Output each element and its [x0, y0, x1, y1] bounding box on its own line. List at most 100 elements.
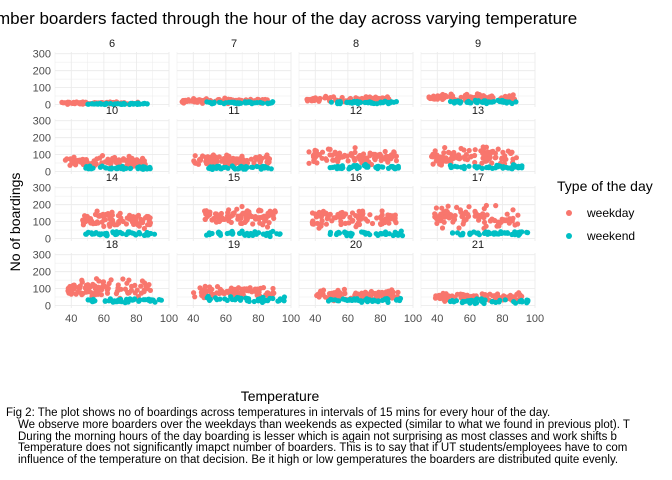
point-weekday: [342, 290, 348, 296]
point-weekend: [97, 164, 103, 170]
point-weekend: [224, 230, 230, 237]
point-weekday: [80, 217, 86, 223]
point-weekday: [123, 221, 129, 227]
point-weekend: [85, 297, 91, 303]
y-tick-label: 100: [33, 83, 51, 95]
point-weekday: [352, 149, 358, 155]
point-weekday: [311, 158, 317, 164]
point-weekday: [139, 220, 146, 226]
point-weekday: [138, 290, 144, 296]
point-weekday: [483, 158, 489, 164]
point-weekday: [73, 162, 79, 168]
point-weekday: [97, 212, 103, 218]
point-weekday: [256, 289, 262, 295]
point-weekday: [251, 160, 257, 166]
point-weekend: [348, 233, 354, 239]
point-weekday: [492, 155, 498, 161]
point-weekend: [334, 230, 340, 236]
point-weekday: [458, 94, 464, 100]
point-weekday: [147, 287, 153, 293]
point-weekend: [447, 98, 454, 105]
point-weekday: [342, 220, 348, 226]
facet-panel-16: 16: [298, 172, 414, 241]
point-weekend: [144, 166, 150, 172]
point-weekday: [72, 101, 78, 107]
point-weekday: [496, 223, 502, 229]
facet-strip-label: 11: [228, 105, 239, 117]
point-weekend: [83, 231, 89, 237]
point-weekday: [434, 220, 440, 226]
point-weekday: [493, 294, 499, 300]
caption-line: Temperature does not significantly imapc…: [18, 442, 628, 455]
point-weekend: [397, 297, 403, 304]
y-axis-label: No of boardings: [7, 173, 23, 272]
facet-strip-label: 21: [472, 239, 484, 251]
point-weekday: [323, 221, 329, 227]
point-weekday: [101, 223, 107, 229]
point-weekday: [75, 289, 81, 295]
point-weekend: [135, 164, 141, 171]
point-weekday: [435, 216, 441, 222]
point-weekday: [439, 95, 445, 101]
point-weekday: [430, 93, 437, 99]
point-weekday: [378, 157, 384, 164]
caption-line: We observe more boarders over the weekda…: [18, 418, 630, 431]
point-weekday: [331, 215, 337, 221]
facet-panel-12: 12: [298, 105, 414, 174]
point-weekday: [115, 282, 121, 288]
point-weekday: [515, 212, 521, 218]
point-weekday: [445, 203, 451, 209]
point-weekday: [444, 210, 451, 216]
point-weekend: [501, 230, 508, 236]
point-weekday: [266, 291, 272, 297]
point-weekday: [395, 289, 401, 295]
point-weekday: [94, 156, 100, 162]
point-weekend: [98, 101, 104, 107]
point-weekend: [88, 230, 95, 236]
point-weekday: [472, 147, 478, 153]
x-tick-label: 100: [160, 313, 178, 325]
point-weekday: [489, 216, 495, 222]
point-weekday: [458, 209, 464, 215]
point-weekend: [253, 231, 259, 237]
point-weekend: [218, 166, 224, 172]
point-weekend: [496, 299, 502, 305]
point-weekday: [224, 213, 231, 219]
facet-strip-label: 20: [350, 239, 362, 251]
point-weekend: [237, 230, 243, 236]
point-weekend: [277, 296, 283, 302]
point-weekday: [117, 210, 123, 216]
point-weekend: [85, 101, 91, 107]
point-weekend: [500, 165, 506, 171]
point-weekend: [447, 162, 453, 168]
point-weekend: [337, 99, 343, 105]
point-weekday: [59, 99, 65, 105]
y-tick-label: 200: [33, 200, 51, 212]
legend: Type of the day weekday weekend: [557, 178, 653, 243]
point-weekday: [256, 208, 262, 214]
facet-strip-label: 10: [106, 105, 118, 117]
point-weekday: [240, 210, 246, 216]
point-weekday: [249, 288, 255, 294]
point-weekday: [82, 285, 88, 291]
point-weekend: [119, 101, 125, 107]
point-weekend: [385, 165, 392, 171]
point-weekday: [441, 150, 447, 156]
point-weekday: [142, 280, 148, 286]
point-weekend: [268, 166, 274, 172]
point-weekend: [281, 294, 287, 300]
point-weekend: [346, 166, 352, 172]
point-weekday: [462, 92, 468, 98]
point-weekday: [327, 152, 333, 158]
point-weekend: [143, 231, 149, 237]
point-weekday: [481, 146, 487, 152]
point-weekday: [192, 153, 198, 159]
x-tick-label: 60: [98, 313, 110, 325]
point-weekday: [441, 296, 447, 302]
legend-key-weekday: [566, 210, 572, 216]
point-weekday: [334, 151, 340, 157]
point-weekday: [325, 146, 331, 152]
point-weekday: [101, 213, 107, 219]
point-weekend: [118, 165, 124, 172]
chart-title: mber boarders facted through the hour of…: [0, 9, 577, 28]
